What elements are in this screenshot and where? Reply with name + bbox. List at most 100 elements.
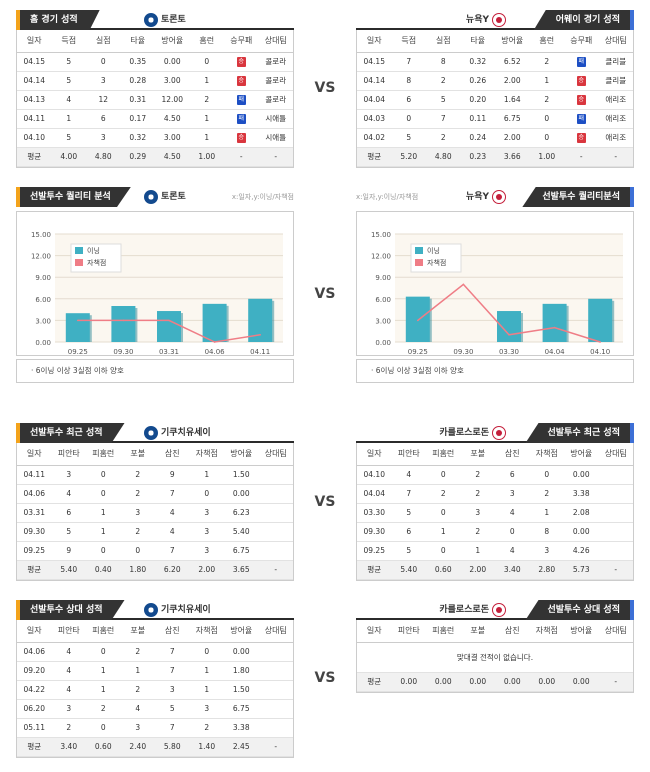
table-cell: 0.26 xyxy=(460,71,495,91)
table-row: 04.02 5 2 0.24 2.00 0 승 애리조 xyxy=(357,128,633,148)
table-cell: 클리블 xyxy=(598,71,633,91)
table-cell: 09.30 xyxy=(17,522,52,542)
table-row: 09.25 9 0 0 7 3 6.75 xyxy=(17,541,293,561)
away-quality-chart: 0.00 3.00 6.00 9.00 12.00 15.00 09.25 09.30 03.3… xyxy=(356,211,634,356)
average-cell: 0.00 xyxy=(529,671,564,692)
table-cell: 0 xyxy=(86,718,121,738)
table-cell: 03.30 xyxy=(357,503,392,523)
table-cell: 3 xyxy=(189,699,224,719)
result-badge: 승 xyxy=(236,133,246,143)
column-header: 실점 xyxy=(86,30,121,53)
table-cell: 0.00 xyxy=(564,522,599,542)
table-cell xyxy=(258,718,293,738)
table-cell: 패 xyxy=(224,109,259,129)
table-cell: 0 xyxy=(86,484,121,504)
column-header: 피홈런 xyxy=(426,443,461,466)
column-header: 타율 xyxy=(460,30,495,53)
average-cell: 0.00 xyxy=(495,671,530,692)
earned-runs-point xyxy=(168,319,170,322)
table-cell: 1 xyxy=(86,661,121,681)
table-cell: 04.06 xyxy=(17,484,52,504)
table-cell: 6.75 xyxy=(224,699,259,719)
table-cell: 3.38 xyxy=(224,718,259,738)
column-header: 피홈런 xyxy=(426,620,461,643)
away-games-title: 어웨이 경기 성적 xyxy=(533,10,634,30)
table-cell: 2 xyxy=(426,128,461,148)
table-cell: 2 xyxy=(86,699,121,719)
away-quality-title: 선발투수 퀄리티분석 xyxy=(522,187,634,207)
table-cell: 0 xyxy=(120,541,155,561)
axis-note: x:일자,y:이닝/자책점 xyxy=(231,193,294,201)
table-cell: 2 xyxy=(460,522,495,542)
table-header-row: 일자 득점 실점 타율 방어율 홈런 승무패 상대팀 xyxy=(357,30,633,53)
x-tick-label: 03.31 xyxy=(159,348,179,355)
average-cell: 0.00 xyxy=(564,671,599,692)
table-cell: 5 xyxy=(51,71,86,91)
table-cell: 1 xyxy=(86,503,121,523)
table-cell: 애리조 xyxy=(598,109,633,129)
vs-label: VS xyxy=(314,80,336,96)
table-cell: 8 xyxy=(426,52,461,72)
table-cell: 4 xyxy=(51,484,86,504)
average-cell: - xyxy=(598,559,633,580)
table-cell: 2 xyxy=(51,718,86,738)
table-cell xyxy=(258,484,293,504)
innings-bar xyxy=(157,311,181,342)
average-cell: - xyxy=(258,736,293,757)
average-row: 평균 5.40 0.60 2.00 3.40 2.80 5.73- xyxy=(357,559,633,580)
result-badge: 패 xyxy=(576,57,586,67)
column-header: 상대팀 xyxy=(258,620,293,643)
table-cell: 5 xyxy=(391,541,426,561)
table-cell: 1 xyxy=(189,128,224,148)
table-header-row: 일자 피안타 피홈런 포볼 삼진 자책점 방어율 상대팀 xyxy=(357,443,633,466)
table-cell: 3 xyxy=(155,680,190,700)
table-cell: 승 xyxy=(224,71,259,91)
table-cell: 3 xyxy=(189,522,224,542)
table-cell: 2.08 xyxy=(564,503,599,523)
table-cell: 4.26 xyxy=(564,541,599,561)
table-cell: 2 xyxy=(529,484,564,504)
result-badge: 패 xyxy=(236,114,246,124)
column-header: 자책점 xyxy=(189,443,224,466)
table-cell: 04.11 xyxy=(17,109,52,129)
column-header: 방어율 xyxy=(495,30,530,53)
blue-jays-logo-icon xyxy=(144,190,158,204)
table-cell: 6.23 xyxy=(224,503,259,523)
column-header: 상대팀 xyxy=(258,30,293,53)
table-row: 04.13 4 12 0.31 12.00 2 패 콜로라 xyxy=(17,90,293,110)
average-cell: 1.00 xyxy=(189,146,224,167)
table-cell: 4 xyxy=(120,699,155,719)
table-row: 03.31 6 1 3 4 3 6.23 xyxy=(17,503,293,523)
table-cell: 04.06 xyxy=(17,642,52,662)
average-cell: 0.60 xyxy=(86,736,121,757)
table-cell: 2 xyxy=(120,484,155,504)
table-row: 09.20 4 1 1 7 1 1.80 xyxy=(17,661,293,681)
table-cell: 09.25 xyxy=(17,541,52,561)
column-header: 상대팀 xyxy=(598,620,633,643)
table-cell: 1 xyxy=(189,465,224,485)
innings-bar xyxy=(202,303,227,342)
column-header: 포볼 xyxy=(460,620,495,643)
table-cell xyxy=(258,503,293,523)
table-row: 04.04 6 5 0.20 1.64 2 승 애리조 xyxy=(357,90,633,110)
table-cell: 5 xyxy=(391,128,426,148)
table-cell: 7 xyxy=(155,718,190,738)
table-cell: 8 xyxy=(529,522,564,542)
table-cell: 클리블 xyxy=(598,52,633,72)
y-tick-label: 6.00 xyxy=(35,296,51,304)
column-header: 피안타 xyxy=(51,443,86,466)
home-quality-team: 토론토 xyxy=(144,190,186,204)
table-cell: 0 xyxy=(495,522,530,542)
y-tick-label: 12.00 xyxy=(31,253,51,261)
table-cell: 04.02 xyxy=(357,128,392,148)
table-cell: 승 xyxy=(224,128,259,148)
away-quality-panel: 선발투수 퀄리티분석 뉴욕Y x:일자,y:이닝/자책점 0.00 3.00 6.0… xyxy=(356,187,634,383)
table-row: 04.14 5 3 0.28 3.00 1 승 콜로라 xyxy=(17,71,293,91)
y-tick-label: 15.00 xyxy=(371,231,391,239)
x-tick-label: 03.30 xyxy=(499,348,519,355)
average-row: 평균 0.00 0.00 0.00 0.00 0.00 0.00- xyxy=(357,671,633,692)
table-cell: 5.40 xyxy=(224,522,259,542)
average-cell: 4.80 xyxy=(86,146,121,167)
table-cell: 0 xyxy=(529,109,564,129)
table-cell: 0 xyxy=(426,541,461,561)
